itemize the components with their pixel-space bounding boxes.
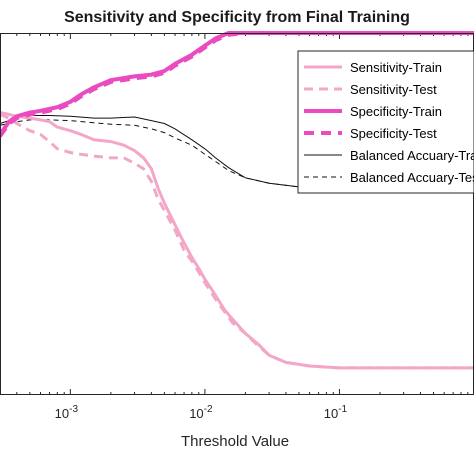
legend-label: Specificity-Train <box>350 104 442 119</box>
x-tick-label: 10-2 <box>189 404 213 421</box>
x-tick-base: 10 <box>55 406 69 421</box>
series-line-sensitivity-train <box>0 111 474 370</box>
legend-box <box>297 50 474 194</box>
legend-label: Sensitivity-Train <box>350 60 442 75</box>
x-tick-label: 10-3 <box>55 404 79 421</box>
legend-label: Balanced Accuary-Test <box>350 170 474 185</box>
x-tick-labels: 10-3 10-2 10-1 <box>55 404 348 421</box>
legend: Sensitivity-Train Sensitivity-Test Specifi… <box>297 50 474 194</box>
x-tick-exponent: -2 <box>204 404 213 415</box>
x-tick-exponent: -3 <box>69 404 78 415</box>
x-tick-label: 10-1 <box>324 404 348 421</box>
x-tick-exponent: -1 <box>338 404 347 415</box>
legend-label: Specificity-Test <box>350 126 437 141</box>
x-tick-base: 10 <box>324 406 338 421</box>
x-tick-base: 10 <box>189 406 203 421</box>
legend-label: Balanced Accuary-Train <box>350 148 474 163</box>
chart-title: Sensitivity and Specificity from Final T… <box>64 9 410 26</box>
x-axis-label: Threshold Value <box>181 433 289 450</box>
legend-label: Sensitivity-Test <box>350 82 437 97</box>
